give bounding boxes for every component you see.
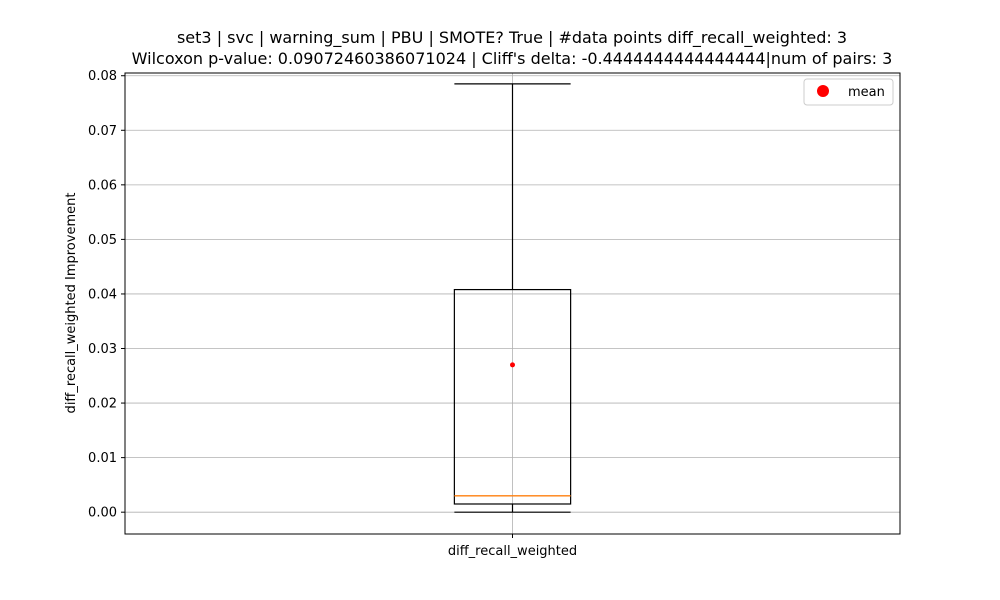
y-tick-label: 0.05 [88,233,117,248]
y-tick-label: 0.04 [88,287,117,302]
y-tick-label: 0.03 [88,342,117,357]
legend-box [803,78,894,106]
y-tick-label: 0.02 [88,397,117,412]
chart-title-line-1: set3 | svc | warning_sum | PBU | SMOTE? … [177,28,847,48]
y-tick-label: 0.01 [88,451,117,466]
y-axis-ticks: 0.00 0.01 0.02 0.03 0.04 0.05 0.06 0.07 0.08 [88,69,125,521]
legend-mean-marker [817,85,829,97]
legend-mean-label: mean [848,85,885,100]
chart-title-line-2: Wilcoxon p-value: 0.09072460386071024 | … [132,49,893,68]
x-axis-ticks: diff_recall_weighted [448,534,577,559]
box-plot [453,83,572,513]
y-tick-label: 0.06 [88,178,117,193]
mean-marker [510,362,515,368]
y-tick-label: 0.00 [88,506,117,521]
legend: mean [803,78,894,106]
y-tick-label: 0.07 [88,124,117,139]
box-group [453,83,572,513]
iqr-box [453,288,572,505]
x-tick-label: diff_recall_weighted [448,544,577,559]
y-tick-label: 0.08 [88,69,117,84]
y-axis-label: diff_recall_weighted Improvement [64,193,79,414]
